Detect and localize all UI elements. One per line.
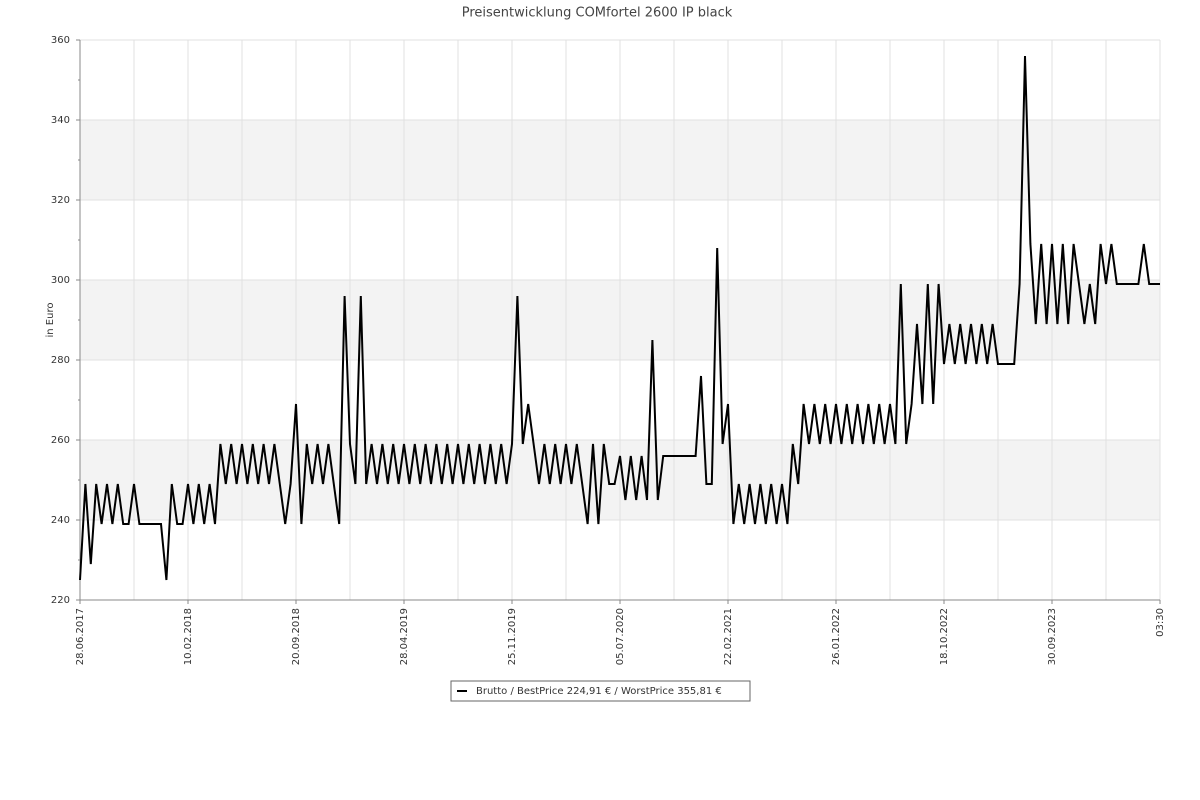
- x-tick-label: 25.11.2019: [507, 608, 518, 665]
- x-tick-label: 22.02.2021: [723, 608, 734, 665]
- y-tick-label: 340: [51, 115, 70, 126]
- x-tick-label: 26.01.2022: [831, 608, 842, 665]
- legend-box: [450, 680, 751, 702]
- y-tick-label: 360: [51, 35, 70, 46]
- y-axis-label: in Euro: [45, 303, 56, 338]
- x-tick-label: 05.07.2020: [615, 608, 626, 665]
- x-tick-label: 20.09.2018: [291, 608, 302, 665]
- x-tick-label: 28.04.2019: [399, 608, 410, 665]
- y-tick-label: 300: [51, 275, 70, 286]
- y-tick-label: 260: [51, 435, 70, 446]
- x-tick-label: 03:30: [1155, 608, 1166, 637]
- y-tick-label: 280: [51, 355, 70, 366]
- y-tick-label: 240: [51, 515, 70, 526]
- x-tick-label: 10.02.2018: [183, 608, 194, 665]
- y-tick-label: 220: [51, 595, 70, 606]
- y-tick-label: 320: [51, 195, 70, 206]
- price-line: [79, 55, 1160, 581]
- x-tick-label: 28.06.2017: [75, 608, 86, 665]
- x-tick-label: 30.09.2023: [1047, 608, 1058, 665]
- legend-label: Brutto / BestPrice 224,91 € / WorstPrice…: [476, 686, 722, 697]
- x-tick-label: 18.10.2022: [939, 608, 950, 665]
- chart-title: Preisentwicklung COMfortel 2600 IP black: [462, 6, 733, 21]
